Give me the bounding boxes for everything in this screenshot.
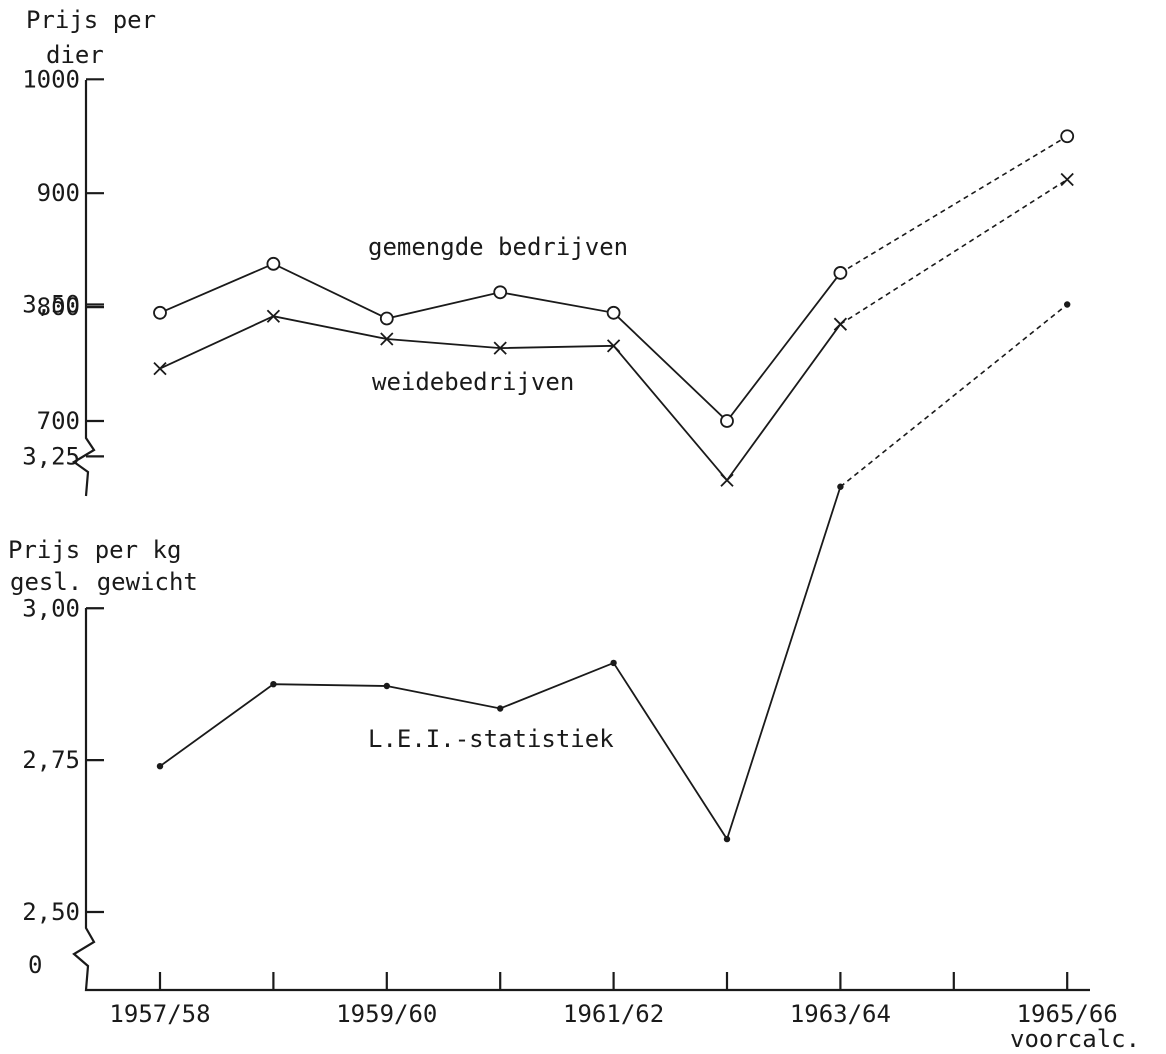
x-axis-note: voorcalc. bbox=[1010, 1025, 1140, 1053]
top-ytick-label: 700 bbox=[37, 407, 80, 435]
data-point-cross bbox=[266, 309, 281, 323]
price-per-animal-panel: Prijs per dier 700 800 900 1000 gemengde be… bbox=[22, 6, 1075, 497]
data-point-circle bbox=[1060, 129, 1075, 144]
data-point-circle bbox=[153, 305, 167, 320]
x-tick-label: 1961/62 bbox=[563, 1000, 664, 1028]
data-point-cross bbox=[1060, 172, 1074, 187]
data-point-cross bbox=[720, 473, 734, 487]
top-series-group bbox=[153, 129, 1075, 487]
top-y-ticks: 700 800 900 1000 bbox=[22, 65, 104, 435]
price-per-kg-panel: Prijs per kg gesl. gewicht 2,50 2,75 3,00 3… bbox=[8, 291, 1090, 992]
top-ylabel-line2: dier bbox=[46, 41, 104, 69]
series-line-dashed bbox=[839, 135, 1068, 274]
bottom-ylabel-line2: gesl. gewicht bbox=[10, 568, 198, 596]
data-point-circle bbox=[606, 305, 621, 320]
data-point-cross bbox=[153, 361, 167, 376]
bottom-series-group bbox=[156, 301, 1071, 843]
series-line-dashed bbox=[839, 303, 1068, 488]
data-point-dot bbox=[383, 682, 390, 690]
bottom-ylabel-line1: Prijs per kg bbox=[8, 536, 181, 564]
top-y-axis bbox=[71, 80, 96, 497]
data-point-cross bbox=[606, 339, 621, 353]
top-ylabel-line1: Prijs per bbox=[26, 6, 156, 34]
data-point-dot bbox=[156, 763, 164, 770]
bottom-y-axis bbox=[72, 608, 1090, 992]
bottom-ytick-label: 3,25 bbox=[22, 442, 80, 470]
x-ticks bbox=[158, 972, 1069, 990]
data-point-dot bbox=[610, 659, 617, 667]
data-point-dot bbox=[723, 835, 731, 843]
data-point-cross bbox=[380, 332, 394, 346]
x-tick-label: 1965/66 bbox=[1017, 1000, 1118, 1028]
x-axis: 1957/58 1959/60 1961/62 1963/64 1965/66 voor… bbox=[109, 972, 1140, 1053]
data-point-circle bbox=[266, 256, 281, 271]
top-ytick-label: 800 bbox=[37, 293, 80, 321]
series-line-solid bbox=[159, 486, 842, 842]
data-point-circle bbox=[720, 414, 734, 428]
bottom-ytick-label: 3,50 bbox=[22, 291, 80, 319]
bottom-y-ticks: 2,50 2,75 3,00 3,25 3,50 bbox=[22, 291, 104, 926]
data-point-dot bbox=[270, 680, 277, 688]
top-ytick-label: 1000 bbox=[22, 65, 80, 93]
data-point-dot bbox=[837, 483, 844, 490]
data-point-cross bbox=[833, 317, 848, 331]
series-label-weidebedrijven: weidebedrijven bbox=[372, 368, 574, 396]
data-point-circle bbox=[379, 311, 394, 326]
x-tick-label: 1963/64 bbox=[790, 1000, 891, 1028]
x-labels: 1957/58 1959/60 1961/62 1963/64 1965/66 bbox=[109, 1000, 1117, 1028]
data-point-dot bbox=[497, 705, 504, 712]
data-point-dot bbox=[1064, 301, 1071, 308]
data-point-circle bbox=[833, 266, 848, 280]
x-tick-label: 1959/60 bbox=[336, 1000, 437, 1028]
bottom-ytick-label: 3,00 bbox=[22, 594, 80, 622]
data-point-cross bbox=[493, 341, 507, 355]
bottom-ytick-label: 2,75 bbox=[22, 746, 80, 774]
series-label-lei-statistiek: L.E.I.-statistiek bbox=[368, 725, 614, 753]
series-label-gemengde-bedrijven: gemengde bedrijven bbox=[368, 233, 628, 261]
bottom-ytick-label: 2,50 bbox=[22, 898, 80, 926]
bottom-zero-label: 0 bbox=[28, 951, 42, 979]
top-ytick-label: 900 bbox=[37, 179, 80, 207]
series-line-solid bbox=[159, 315, 842, 482]
data-point-circle bbox=[493, 285, 508, 300]
x-tick-label: 1957/58 bbox=[109, 1000, 210, 1028]
